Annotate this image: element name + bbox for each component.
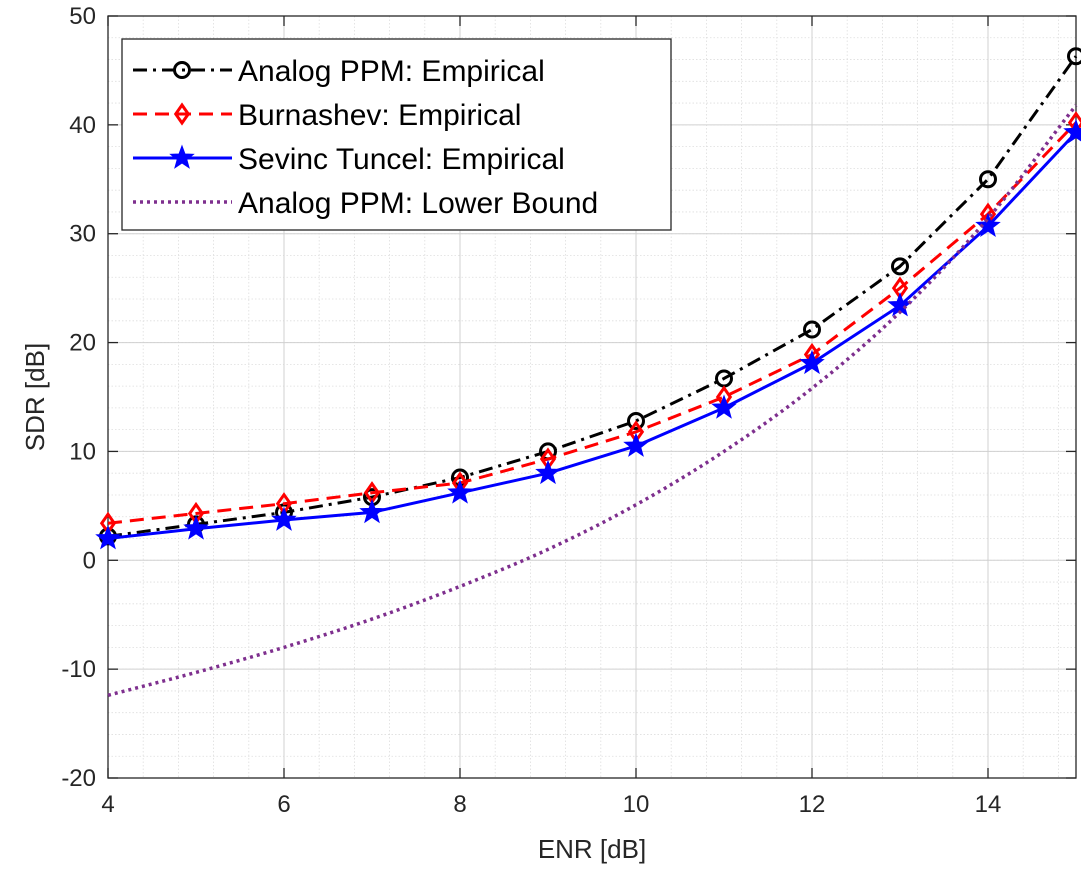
y-axis-label: SDR [dB] [20,343,50,451]
x-tick-label: 12 [799,791,826,818]
data-point-marker [623,432,649,457]
y-tick-label: 20 [69,330,96,357]
legend-label: Sevinc Tuncel: Empirical [238,143,565,176]
series-line [107,121,1078,525]
x-tick-label: 6 [277,791,290,818]
y-tick-label: 40 [69,112,96,139]
data-point-marker [183,515,209,540]
series-4 [107,104,1078,697]
y-tick-label: -10 [61,656,96,683]
legend-label: Burnashev: Empirical [238,99,521,132]
data-point-marker [627,411,645,430]
data-point-marker [979,170,997,189]
y-tick-label: 30 [69,221,96,248]
data-point-marker [711,394,737,419]
series-line [107,104,1078,697]
axis-ticks [107,15,1076,779]
data-point-marker [359,498,385,524]
legend-entry: Burnashev: Empirical [133,99,521,132]
series-3 [95,119,1081,550]
data-point-marker [535,459,561,485]
y-tick-label: -20 [61,765,96,792]
x-tick-label: 8 [453,791,466,818]
data-point-marker [1063,119,1081,144]
x-tick-label: 4 [101,791,114,818]
x-axis-tick-labels: 4 6 8 10 12 14 [101,791,1001,818]
data-point-marker [447,479,473,504]
y-tick-label: 10 [69,438,96,465]
y-axis-tick-labels: -20 -10 0 10 20 30 40 50 [61,3,96,792]
legend-marker [173,102,191,126]
data-point-marker [803,320,821,339]
data-point-marker [975,212,1001,237]
data-point-marker [799,349,825,375]
legend-label: Analog PPM: Empirical [238,55,545,88]
legend-entry: Analog PPM: Lower Bound [133,187,598,220]
data-point-marker [891,257,909,276]
data-point-marker [95,525,121,550]
legend-marker [169,144,195,169]
data-point-marker [271,506,297,531]
x-tick-label: 14 [975,791,1002,818]
legend: Analog PPM: Empirical Burnashev: Empirica… [121,38,672,231]
plot-border [107,15,1077,779]
series-line [107,55,1078,538]
x-axis-label: ENR [dB] [538,834,646,864]
legend-label: Analog PPM: Lower Bound [238,187,598,220]
y-tick-label: 0 [83,547,96,574]
legend-entry: Analog PPM: Empirical [133,55,545,88]
legend-marker [173,61,191,79]
legend-entry: Sevinc Tuncel: Empirical [133,143,565,176]
x-tick-label: 10 [623,791,650,818]
data-point-marker [1067,47,1081,66]
series-line [107,131,1078,541]
series-layer [95,47,1081,697]
y-tick-label: 50 [69,3,96,30]
